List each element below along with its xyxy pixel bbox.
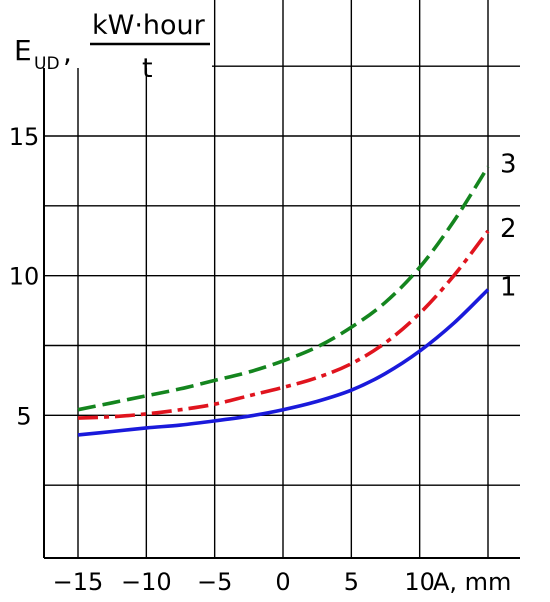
x-tick-label: −15: [53, 568, 104, 596]
x-tick-label: 5: [344, 568, 359, 596]
tick-labels: −15 −10 −5 0 5 10 5 10 15: [9, 123, 435, 596]
series-1-label: 1: [500, 273, 517, 303]
ylabel-comma: ,: [63, 36, 72, 69]
y-tick-label: 5: [16, 402, 31, 430]
series-labels: 1 2 3: [500, 150, 517, 303]
series-3-label: 3: [500, 150, 517, 180]
ylabel-subscript: UD: [34, 54, 60, 74]
ylabel-symbol: E: [14, 34, 32, 67]
yunit-numerator: kW·hour: [92, 10, 206, 41]
series-2-label: 2: [500, 214, 517, 244]
ylabel-background: [0, 0, 212, 68]
yunit-denominator: t: [142, 53, 153, 84]
series-3-line: [77, 165, 490, 412]
x-tick-label: −10: [121, 568, 172, 596]
curves: [77, 165, 490, 437]
grid: [43, 0, 520, 559]
y-tick-label: 15: [9, 123, 40, 151]
x-tick-label: 0: [275, 568, 290, 596]
xlabel: A, mm: [433, 568, 511, 596]
x-tick-label: −5: [197, 568, 232, 596]
y-tick-label: 10: [9, 263, 40, 291]
x-tick-label: 10: [404, 568, 435, 596]
series-1-line: [77, 288, 490, 437]
